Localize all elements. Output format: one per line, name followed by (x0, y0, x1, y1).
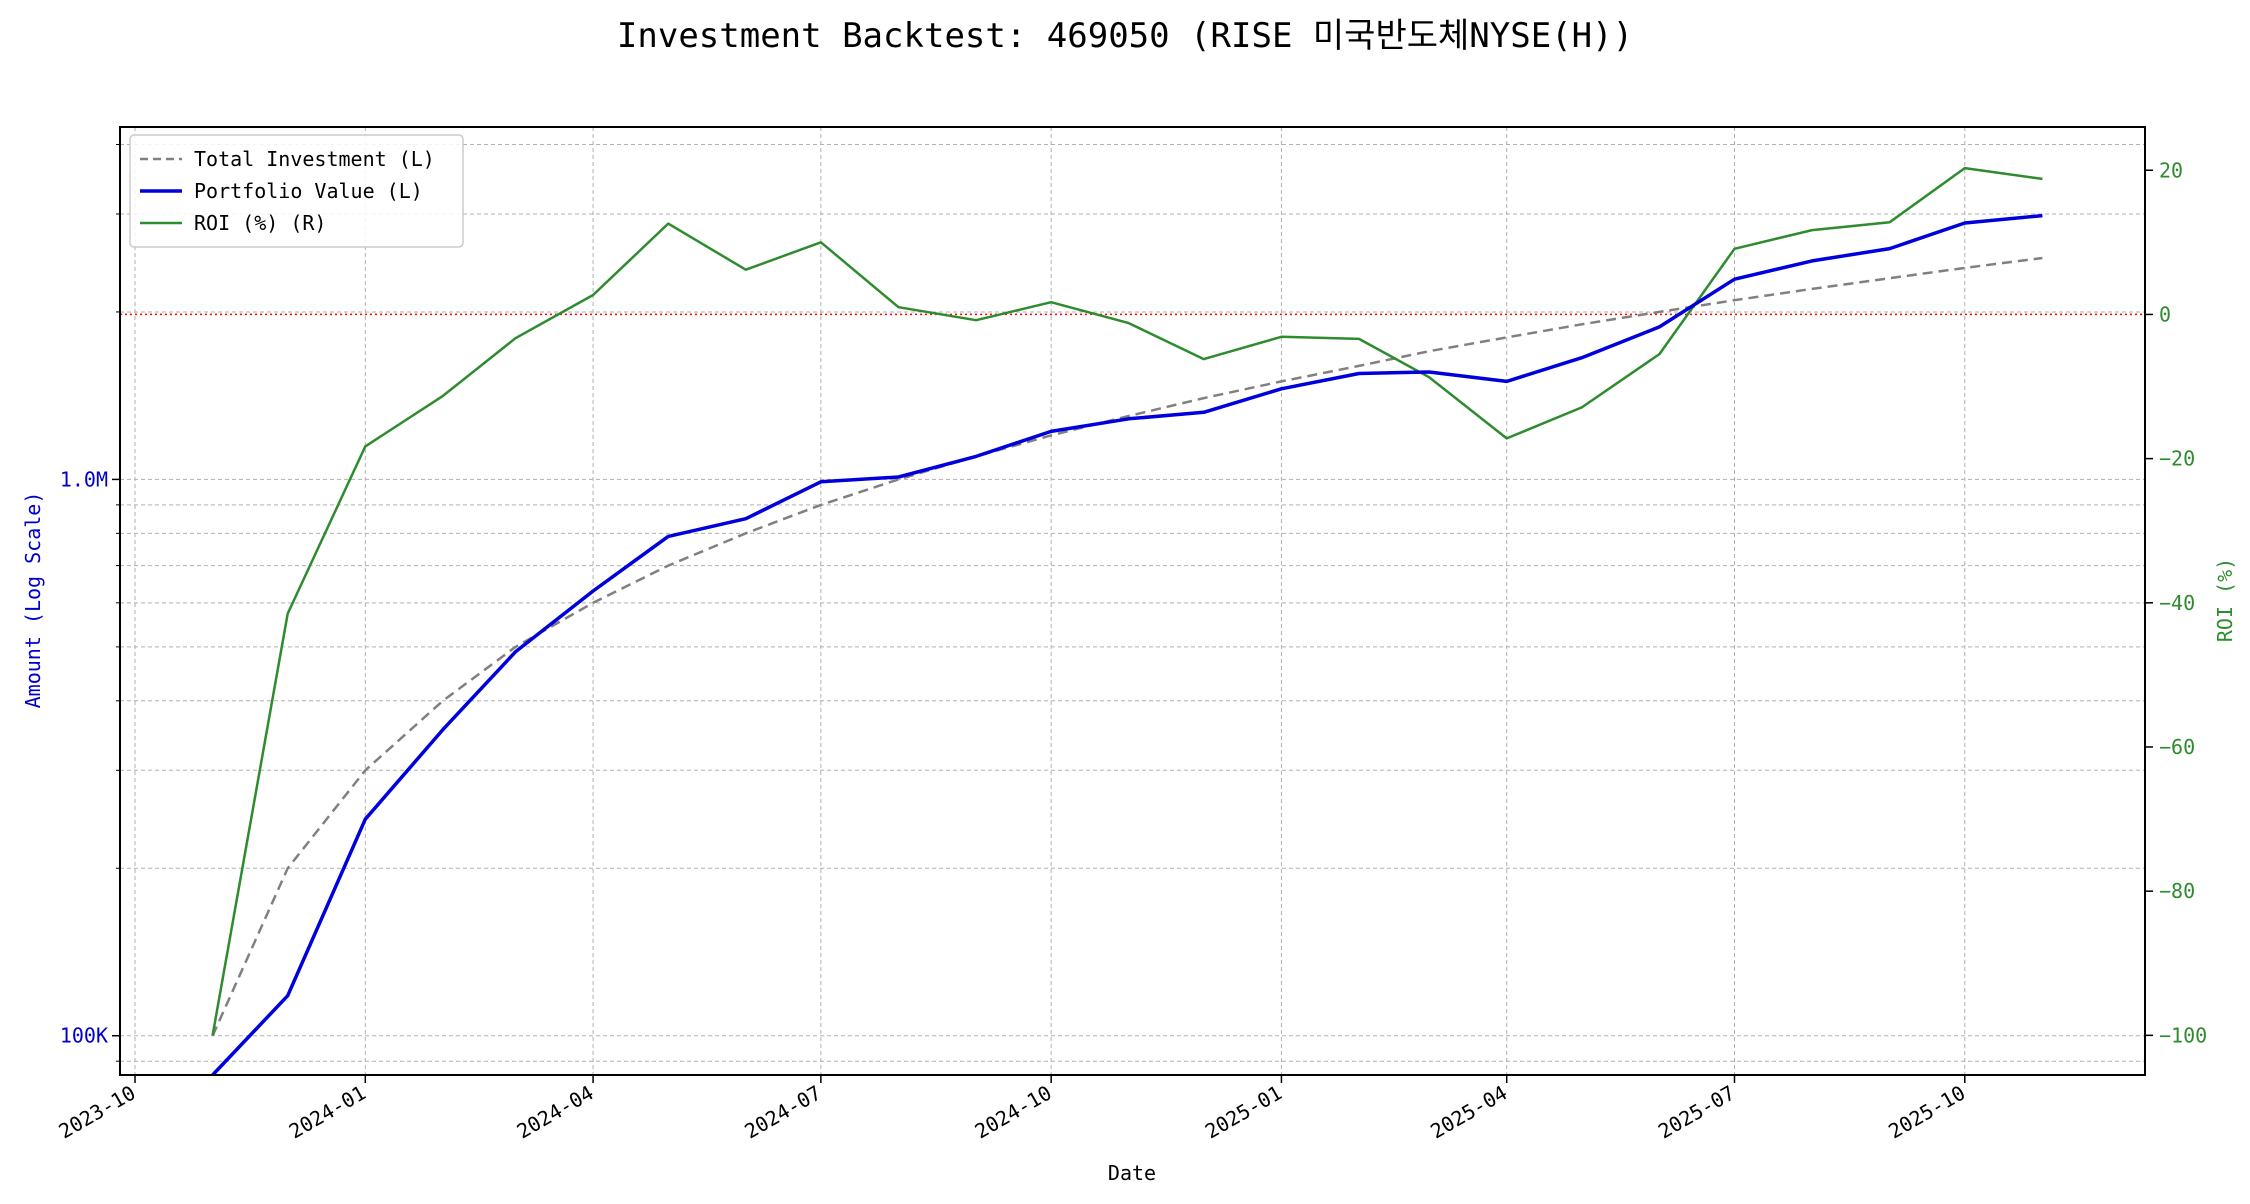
series-line-total-investment-l (211, 256, 2043, 1037)
legend-label: Portfolio Value (L) (194, 179, 423, 203)
right-y-tick-layer: −100 −80 −60 −40 −20 0 20 (2145, 158, 2207, 1047)
right-y-tick-label: −80 (2159, 879, 2195, 903)
x-tick-label: 2024-10 (971, 1081, 1056, 1144)
x-tick-label: 2024-01 (285, 1081, 370, 1144)
chart-title: Investment Backtest: 469050 (RISE 미국반도체N… (617, 16, 1633, 56)
grid-layer (120, 127, 2145, 1075)
x-tick-label: 2025-01 (1201, 1081, 1286, 1144)
series-layer (211, 166, 2043, 1077)
left-y-axis-label: Amount (Log Scale) (21, 492, 45, 709)
left-y-tick-layer: 100K 1.0M (60, 143, 120, 1062)
series-line-portfolio-value-l (211, 213, 2043, 1077)
x-tick-label: 2025-07 (1654, 1081, 1739, 1144)
plot-frame (119, 126, 2146, 1076)
legend-box (129, 134, 464, 248)
x-tick-label: 2024-07 (740, 1081, 825, 1144)
legend-label: ROI (%) (R) (194, 211, 326, 235)
left-y-tick-label: 1.0M (60, 467, 108, 491)
legend-label: Total Investment (L) (194, 147, 435, 171)
right-y-tick-label: 20 (2159, 158, 2183, 182)
right-y-tick-label: −40 (2159, 591, 2195, 615)
x-tick-label: 2025-04 (1426, 1081, 1511, 1144)
left-y-tick-label: 100K (60, 1024, 108, 1048)
right-y-tick-label: −20 (2159, 447, 2195, 471)
right-y-tick-label: −60 (2159, 735, 2195, 759)
right-y-axis-label: ROI (%) (2213, 558, 2237, 642)
x-tick-layer: 2023-10 2024-01 2024-04 2024-07 2024-10 2025-… (55, 1075, 1969, 1144)
x-tick-label: 2023-10 (55, 1081, 140, 1144)
x-tick-label: 2025-10 (1884, 1081, 1969, 1144)
right-y-tick-label: −100 (2159, 1023, 2207, 1047)
series-line-roi-r (211, 166, 2043, 1036)
right-y-tick-label: 0 (2159, 302, 2171, 326)
legend: Total Investment (L) Portfolio Value (L) R… (129, 134, 464, 248)
x-tick-label: 2024-04 (513, 1081, 598, 1144)
x-axis-label: Date (1108, 1161, 1156, 1185)
